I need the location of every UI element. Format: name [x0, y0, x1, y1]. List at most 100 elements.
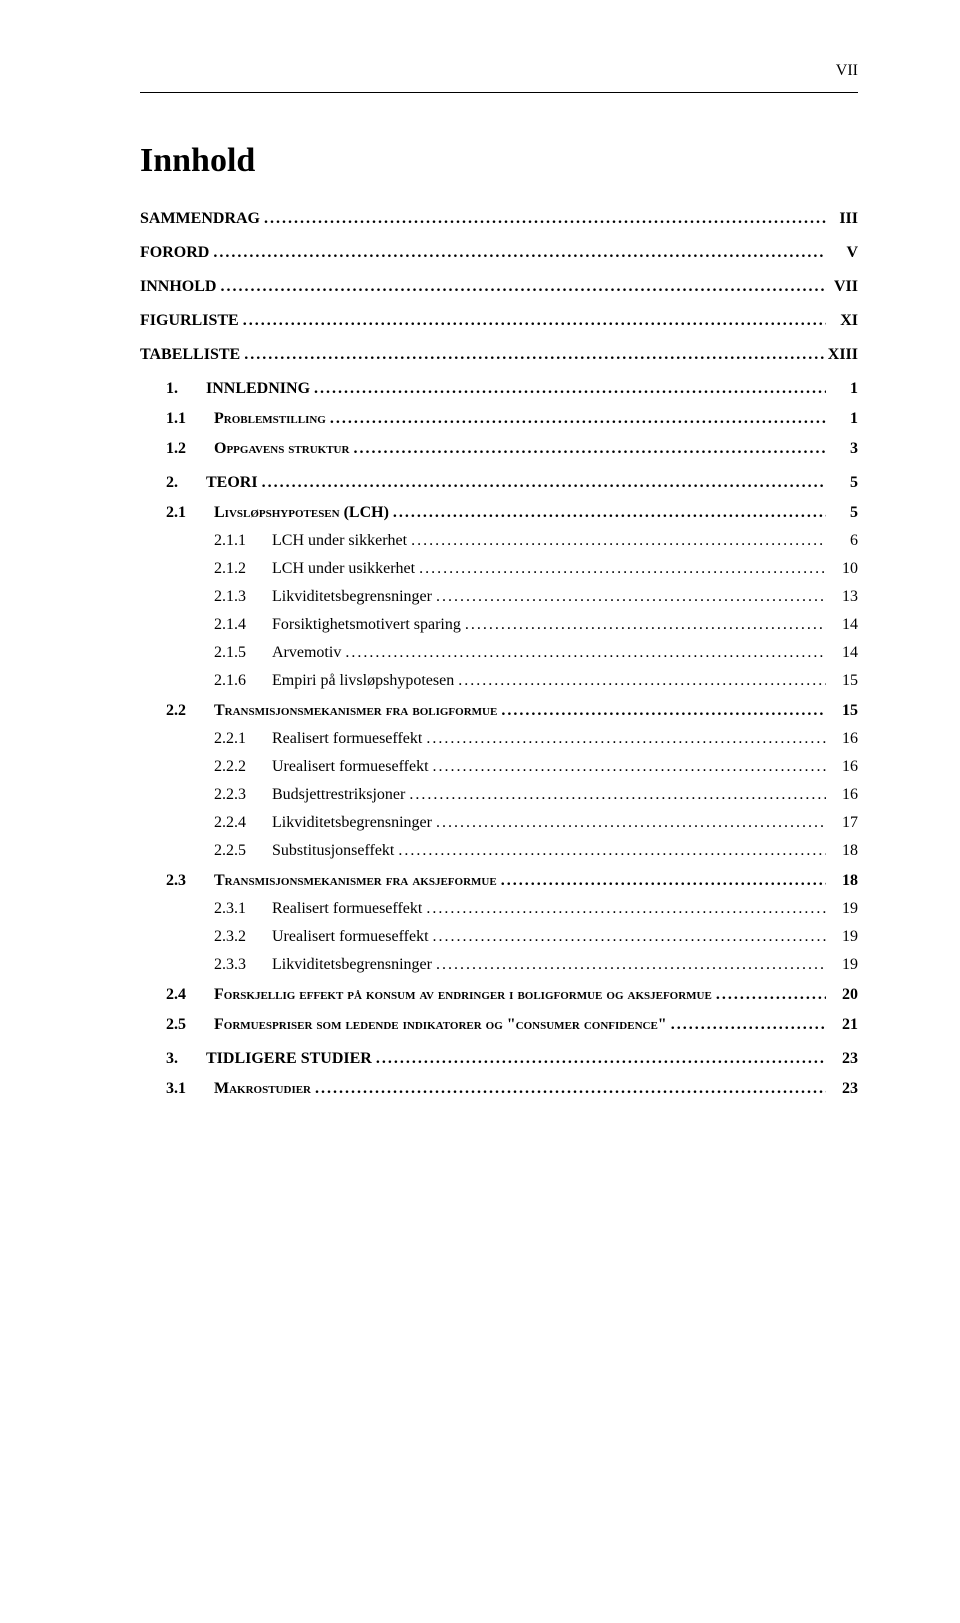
toc-entry-number: 2.1.4 [214, 616, 272, 634]
toc-leader-dots [240, 346, 826, 364]
toc-entry-number: 2.4 [166, 986, 214, 1004]
toc-entry-page: 15 [826, 702, 858, 720]
toc-entry-label: Arvemotiv [272, 644, 341, 662]
toc-entry-label: Livsløpshypotesen (LCH) [214, 504, 389, 522]
toc-entry: 1.2Oppgavens struktur3 [140, 440, 858, 458]
toc-entry-page: 15 [826, 672, 858, 690]
toc-entry-page: 10 [826, 560, 858, 578]
toc-entry-number: 2.3.2 [214, 928, 272, 946]
toc-entry-label: FORORD [140, 244, 209, 262]
toc-entry-page: 13 [826, 588, 858, 606]
header-rule [140, 92, 858, 93]
toc-leader-dots [432, 814, 826, 832]
toc-entry: 1.1Problemstilling 1 [140, 410, 858, 428]
toc-entry: 3.1Makrostudier23 [140, 1080, 858, 1098]
toc-entry-number: 2.2 [166, 702, 214, 720]
toc-entry: 2.3.1Realisert formueseffekt 19 [140, 900, 858, 918]
toc-entry: INNHOLDVII [140, 278, 858, 296]
toc-leader-dots [310, 380, 826, 398]
toc-entry-number: 2.1 [166, 504, 214, 522]
toc-entry-number: 2.2.1 [214, 730, 272, 748]
toc-entry-label: Budsjettrestriksjoner [272, 786, 405, 804]
toc-entry-number: 2.2.4 [214, 814, 272, 832]
toc-entry-label: Makrostudier [214, 1080, 311, 1098]
toc-entry-number: 2.3.3 [214, 956, 272, 974]
toc-entry: TABELLISTEXIII [140, 346, 858, 364]
table-of-contents: SAMMENDRAGIIIFORORDVINNHOLDVIIFIGURLISTE… [140, 210, 858, 1098]
toc-entry-number: 2.2.2 [214, 758, 272, 776]
toc-leader-dots [429, 758, 826, 776]
toc-entry-label: Likviditetsbegrensninger [272, 814, 432, 832]
toc-entry: 2.3.2Urealisert formueseffekt19 [140, 928, 858, 946]
toc-entry: 2.1.1LCH under sikkerhet6 [140, 532, 858, 550]
toc-leader-dots [209, 244, 826, 262]
toc-entry-page: VII [826, 278, 858, 296]
toc-entry-label: Problemstilling [214, 410, 326, 428]
toc-entry-page: 16 [826, 758, 858, 776]
toc-entry: 2.5Formuespriser som ledende indikatorer… [140, 1016, 858, 1034]
toc-leader-dots [497, 702, 826, 720]
toc-entry-label: Substitusjonseffekt [272, 842, 394, 860]
toc-entry-page: III [826, 210, 858, 228]
toc-leader-dots [311, 1080, 826, 1098]
toc-entry: 2.2.5Substitusjonseffekt18 [140, 842, 858, 860]
toc-leader-dots [667, 1016, 826, 1034]
toc-entry-label: TEORI [206, 474, 258, 492]
toc-leader-dots [341, 644, 826, 662]
toc-leader-dots [326, 410, 826, 428]
toc-entry-number: 2.1.3 [214, 588, 272, 606]
toc-entry-page: 21 [826, 1016, 858, 1034]
toc-entry-label: INNLEDNING [206, 380, 310, 398]
toc-leader-dots [216, 278, 826, 296]
toc-leader-dots [429, 928, 826, 946]
toc-entry: FIGURLISTEXI [140, 312, 858, 330]
toc-entry-label: Empiri på livsløpshypotesen [272, 672, 454, 690]
toc-entry-label: Realisert formueseffekt [272, 900, 422, 918]
toc-entry: 2.4Forskjellig effekt på konsum av endri… [140, 986, 858, 1004]
page-number: VII [836, 62, 858, 80]
toc-entry: 2.2.1Realisert formueseffekt 16 [140, 730, 858, 748]
toc-entry-label: Forskjellig effekt på konsum av endringe… [214, 986, 712, 1004]
toc-entry: 2.2.3Budsjettrestriksjoner16 [140, 786, 858, 804]
toc-entry-number: 2.5 [166, 1016, 214, 1034]
toc-entry-page: 19 [826, 900, 858, 918]
toc-leader-dots [432, 588, 826, 606]
toc-entry-page: 1 [826, 380, 858, 398]
toc-entry-number: 2.1.6 [214, 672, 272, 690]
toc-entry: 2.1.5Arvemotiv14 [140, 644, 858, 662]
toc-entry-label: Likviditetsbegrensninger [272, 588, 432, 606]
toc-entry-page: 14 [826, 616, 858, 634]
page-title: Innhold [140, 142, 858, 180]
toc-leader-dots [415, 560, 826, 578]
toc-entry: 1.INNLEDNING 1 [140, 380, 858, 398]
toc-leader-dots [260, 210, 826, 228]
toc-entry-number: 1.1 [166, 410, 214, 428]
toc-entry: 2.1.6Empiri på livsløpshypotesen 15 [140, 672, 858, 690]
toc-entry-number: 3.1 [166, 1080, 214, 1098]
toc-entry-page: 14 [826, 644, 858, 662]
toc-entry-label: Formuespriser som ledende indikatorer og… [214, 1016, 667, 1034]
toc-leader-dots [372, 1050, 826, 1068]
toc-leader-dots [258, 474, 826, 492]
toc-entry: 2.1Livsløpshypotesen (LCH)5 [140, 504, 858, 522]
toc-entry-label: Realisert formueseffekt [272, 730, 422, 748]
toc-entry-number: 1. [166, 380, 206, 398]
toc-leader-dots [239, 312, 826, 330]
toc-entry-page: 5 [826, 474, 858, 492]
toc-entry-number: 2.3 [166, 872, 214, 890]
toc-entry-page: 23 [826, 1050, 858, 1068]
toc-entry-page: 16 [826, 730, 858, 748]
toc-entry-page: 3 [826, 440, 858, 458]
toc-entry-label: TABELLISTE [140, 346, 240, 364]
toc-entry-number: 2.3.1 [214, 900, 272, 918]
toc-leader-dots [389, 504, 826, 522]
toc-entry: 2.1.4Forsiktighetsmotivert sparing14 [140, 616, 858, 634]
toc-entry-label: Oppgavens struktur [214, 440, 349, 458]
toc-entry: SAMMENDRAGIII [140, 210, 858, 228]
toc-entry-label: FIGURLISTE [140, 312, 239, 330]
toc-entry-page: 1 [826, 410, 858, 428]
toc-entry-page: 18 [826, 872, 858, 890]
toc-entry-label: LCH under usikkerhet [272, 560, 415, 578]
page: VII Innhold SAMMENDRAGIIIFORORDVINNHOLDV… [0, 0, 960, 1623]
toc-entry: 3.TIDLIGERE STUDIER23 [140, 1050, 858, 1068]
